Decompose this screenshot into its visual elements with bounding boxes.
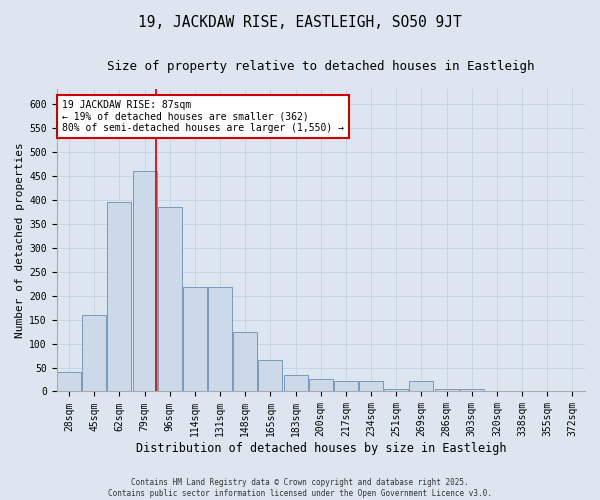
Title: Size of property relative to detached houses in Eastleigh: Size of property relative to detached ho… (107, 60, 535, 73)
Bar (359, 381, 383, 392)
Bar (133, 171, 157, 392)
Bar (259, 360, 283, 392)
Text: Contains HM Land Registry data © Crown copyright and database right 2025.
Contai: Contains HM Land Registry data © Crown c… (108, 478, 492, 498)
Bar (334, 381, 358, 392)
Bar (183, 287, 207, 392)
Bar (158, 207, 182, 392)
Bar (460, 389, 484, 392)
Bar (107, 202, 131, 392)
Bar (233, 332, 257, 392)
Text: 19 JACKDAW RISE: 87sqm
← 19% of detached houses are smaller (362)
80% of semi-de: 19 JACKDAW RISE: 87sqm ← 19% of detached… (62, 100, 344, 133)
Bar (309, 380, 333, 392)
Bar (385, 389, 408, 392)
Y-axis label: Number of detached properties: Number of detached properties (15, 142, 25, 338)
Bar (434, 389, 458, 392)
Bar (208, 287, 232, 392)
Bar (284, 374, 308, 392)
Bar (82, 315, 106, 392)
Text: 19, JACKDAW RISE, EASTLEIGH, SO50 9JT: 19, JACKDAW RISE, EASTLEIGH, SO50 9JT (138, 15, 462, 30)
X-axis label: Distribution of detached houses by size in Eastleigh: Distribution of detached houses by size … (136, 442, 506, 455)
Bar (409, 381, 433, 392)
Bar (57, 372, 81, 392)
